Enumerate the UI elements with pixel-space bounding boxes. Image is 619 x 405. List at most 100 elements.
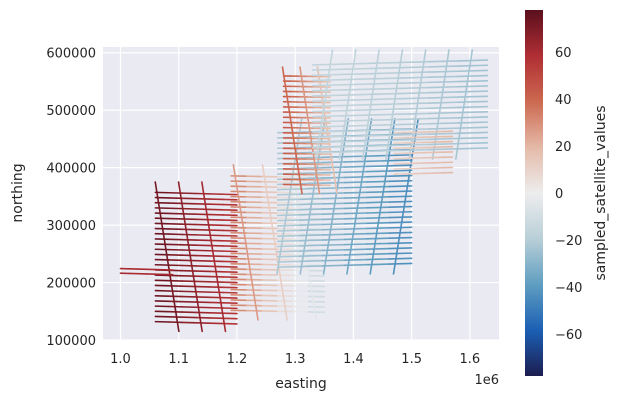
flight-line-segment (345, 254, 367, 255)
y-tick-label: 600000 (46, 47, 96, 62)
flight-line-segment (400, 113, 429, 114)
flight-line-segment (345, 187, 367, 188)
flight-line-segment (345, 197, 367, 198)
flight-line-segment (345, 229, 367, 230)
flight-line-segment (458, 96, 487, 97)
flight-line-segment (322, 255, 344, 256)
flight-line-segment (389, 196, 411, 197)
flight-line-segment (313, 142, 342, 143)
flight-line-segment (345, 177, 367, 178)
flight-line-segment (458, 86, 487, 87)
flight-line-segment (389, 170, 411, 171)
flight-line-segment (322, 229, 344, 230)
flight-line-segment (400, 67, 429, 68)
flight-line-segment (389, 253, 411, 254)
x-tick-label: 1.2 (227, 352, 248, 367)
flight-line-segment (278, 210, 300, 211)
flight-line-segment (322, 224, 344, 225)
flight-line-segment (400, 77, 429, 78)
flight-line-segment (371, 104, 400, 105)
flight-line-segment (367, 202, 389, 203)
flight-line-segment (367, 259, 389, 260)
colorbar-tick-label: 20 (555, 140, 572, 155)
flight-line-segment (300, 240, 322, 241)
flight-line-segment (458, 65, 487, 66)
flight-line-segment (342, 151, 371, 152)
flight-line-segment (300, 235, 322, 236)
y-tick-label: 400000 (46, 162, 96, 177)
flight-line-segment (278, 256, 300, 257)
flight-line-segment (389, 160, 411, 161)
flight-line-segment (342, 79, 371, 80)
flight-line-segment (278, 220, 300, 221)
colorbar-tick-label: −60 (555, 328, 582, 343)
flight-line-segment (278, 261, 300, 262)
flight-line-segment (400, 150, 429, 151)
flight-line-segment (345, 182, 367, 183)
flight-line-segment (400, 82, 429, 83)
flight-line-segment (342, 146, 371, 147)
flight-line-segment (342, 100, 371, 101)
y-tick-label: 100000 (46, 334, 96, 349)
flight-line-segment (367, 161, 389, 162)
flight-line-segment (371, 130, 400, 131)
flight-line-segment (342, 89, 371, 90)
y-tick-label: 300000 (46, 219, 96, 234)
flight-line-segment (322, 188, 344, 189)
flight-line-segment (371, 125, 400, 126)
flight-line-segment (371, 83, 400, 84)
flight-line-segment (429, 76, 458, 77)
x-tick-label: 1.5 (401, 352, 422, 367)
flight-line-segment (367, 181, 389, 182)
flight-line-segment (342, 125, 371, 126)
flight-line-segment (400, 134, 429, 135)
flight-line-segment (342, 63, 371, 64)
flight-line-segment (300, 230, 322, 231)
flight-line-segment (278, 241, 300, 242)
flight-line-segment (458, 127, 487, 128)
flight-line-segment (429, 144, 458, 145)
flight-line-segment (389, 165, 411, 166)
flight-line-segment (300, 266, 322, 267)
flight-line-segment (342, 84, 371, 85)
flight-line-segment (342, 105, 371, 106)
colorbar-tick-label: 0 (555, 187, 563, 202)
flight-line-segment (389, 186, 411, 187)
flight-line-segment (400, 72, 429, 73)
flight-line-segment (300, 219, 322, 220)
flight-line-segment (458, 122, 487, 123)
flight-line-segment (300, 245, 322, 246)
flight-line-segment (367, 207, 389, 208)
colorbar (525, 10, 543, 376)
flight-line-segment (345, 244, 367, 245)
flight-line-segment (429, 133, 458, 134)
flight-line-segment (429, 113, 458, 114)
flight-line-segment (300, 168, 322, 169)
flight-line-segment (322, 245, 344, 246)
flight-line-segment (400, 93, 429, 94)
flight-line-segment (389, 212, 411, 213)
flight-line-segment (342, 74, 371, 75)
flight-line-segment (300, 178, 322, 179)
flight-line-segment (278, 267, 300, 268)
flight-line-segment (345, 208, 367, 209)
flight-line-segment (322, 193, 344, 194)
flight-line-segment (345, 260, 367, 261)
flight-line-segment (345, 203, 367, 204)
y-tick-label: 200000 (46, 277, 96, 292)
flight-line-segment (389, 222, 411, 223)
flight-line-segment (429, 102, 458, 103)
flight-line-segment (367, 243, 389, 244)
flight-line-segment (322, 203, 344, 204)
flight-line-segment (400, 88, 429, 89)
flight-line-segment (313, 105, 342, 106)
flight-line-segment (345, 249, 367, 250)
flight-line-segment (371, 119, 400, 120)
flight-line-segment (300, 214, 322, 215)
flight-line-segment (389, 248, 411, 249)
flight-line-segment (322, 219, 344, 220)
